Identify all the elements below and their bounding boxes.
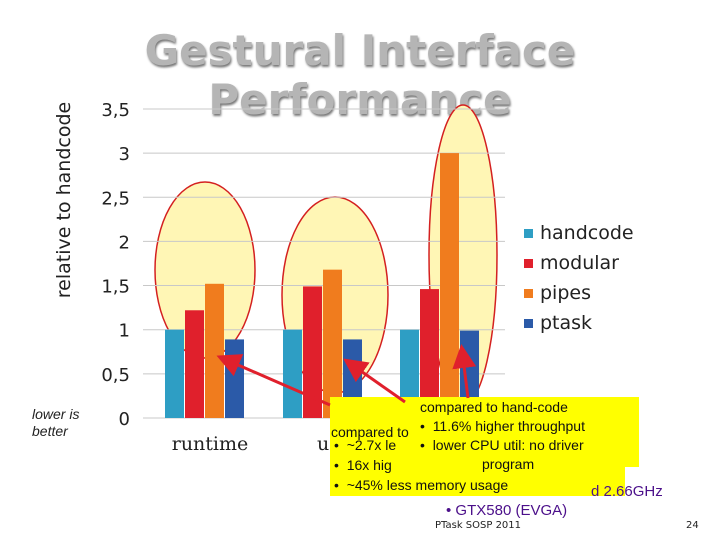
legend: handcode modular pipes ptask xyxy=(524,218,634,338)
bar-modular-3 xyxy=(420,289,439,418)
legend-swatch-ptask xyxy=(524,318,533,328)
bar-modular-1 xyxy=(185,310,204,418)
y-axis-label: relative to handcode xyxy=(53,101,75,299)
bar-handcode-1 xyxy=(165,329,184,418)
popup-back-line-2-text: ~2.7x le xyxy=(346,437,397,453)
popup-front-line-2-text: 11.6% higher throughput xyxy=(432,418,585,434)
legend-label-ptask: ptask xyxy=(540,312,593,334)
popup-back-line-2: • ~2.7x le xyxy=(334,437,397,453)
legend-swatch-pipes xyxy=(524,288,533,298)
legend-label-modular: modular xyxy=(540,252,619,274)
lower-is-better-note: lower is better xyxy=(32,406,80,439)
legend-label-pipes: pipes xyxy=(540,282,591,304)
popup-back-line-3: • 16x hig xyxy=(334,457,392,473)
y-tick-label: 2,5 xyxy=(101,188,130,209)
y-tick-labels: 0 0,5 1 1,5 2 2,5 3 3,5 xyxy=(101,100,130,430)
legend-item-pipes: pipes xyxy=(524,278,634,308)
popup-front-line-3-text: lower CPU util: no driver xyxy=(432,437,584,453)
popup-front-line-2: • 11.6% higher throughput xyxy=(420,418,585,434)
y-tick-label: 3 xyxy=(119,144,130,165)
popup-back-line-1: compared to xyxy=(331,424,409,440)
page-number: 24 xyxy=(686,520,699,531)
bar-pipes-3 xyxy=(440,153,459,418)
legend-item-ptask: ptask xyxy=(524,308,634,338)
popup-back-line-3-text: 16x hig xyxy=(346,457,392,473)
legend-swatch-handcode xyxy=(524,228,533,238)
gpu-bullet: • GTX580 (EVGA) xyxy=(446,502,568,519)
popup-back-line-4-text: ~45% less memory usage xyxy=(346,477,509,493)
legend-item-handcode: handcode xyxy=(524,218,634,248)
popup-front-line-4: program xyxy=(482,456,535,472)
legend-item-modular: modular xyxy=(524,248,634,278)
x-tick-labels: runtime us xyxy=(172,433,339,455)
popup-front-line-3: • lower CPU util: no driver xyxy=(420,437,584,453)
bar-modular-2 xyxy=(303,286,322,418)
footer-text: PTask SOSP 2011 xyxy=(435,520,522,531)
popup-front-line-1: compared to hand-code xyxy=(420,399,568,415)
y-tick-label: 0,5 xyxy=(101,365,130,386)
legend-label-handcode: handcode xyxy=(540,222,634,244)
slide-title: Gestural Interface Performance xyxy=(144,26,576,124)
callout-popup-front xyxy=(415,397,639,467)
y-tick-label: 3,5 xyxy=(101,100,130,121)
legend-swatch-modular xyxy=(524,258,533,268)
y-tick-label: 1 xyxy=(119,321,130,342)
y-tick-label: 2 xyxy=(119,232,130,253)
popup-back-line-4: • ~45% less memory usage xyxy=(334,477,509,493)
bar-ptask-1 xyxy=(225,339,244,418)
y-tick-label: 0 xyxy=(119,409,130,430)
bar-handcode-2 xyxy=(283,329,302,418)
x-tick-label: runtime xyxy=(172,433,249,455)
y-tick-label: 1,5 xyxy=(101,277,130,298)
bar-pipes-2 xyxy=(323,269,342,418)
popup-back-trailing: d 2.66GHz xyxy=(591,483,663,500)
bar-pipes-1 xyxy=(205,283,224,418)
